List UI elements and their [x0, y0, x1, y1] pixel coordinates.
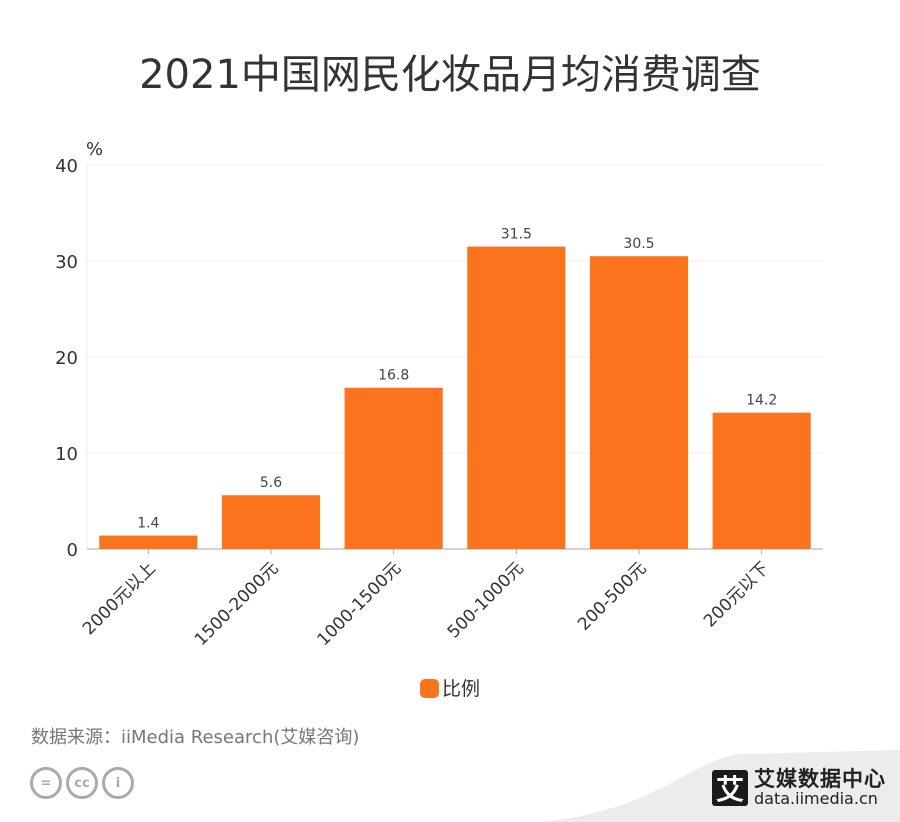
bar — [589, 256, 689, 549]
data-label: 30.5 — [623, 236, 654, 252]
brand-name: 艾媒数据中心 — [754, 767, 886, 791]
data-label: 31.5 — [501, 227, 532, 243]
cc-nd-icon: = — [30, 767, 62, 799]
license-icons: = cc i — [30, 767, 134, 799]
y-tick-label: 30 — [55, 252, 78, 273]
bar — [712, 412, 811, 549]
data-label: 5.6 — [260, 475, 282, 491]
legend-label: 比例 — [441, 678, 480, 700]
brand-url: data.iimedia.cn — [754, 789, 878, 808]
legend-swatch — [419, 679, 439, 698]
chart-title: 2021中国网民化妆品月均消费调查 — [139, 52, 761, 98]
data-label: 16.8 — [378, 368, 409, 384]
x-tick-label: 2000元以上 — [79, 558, 160, 639]
brand-logo: 艾 艾媒数据中心 data.iimedia.cn — [712, 768, 886, 807]
source-note: 数据来源：iiMedia Research(艾媒咨询) — [31, 727, 360, 748]
x-tick-label: 1000-1500元 — [314, 558, 406, 650]
data-label: 1.4 — [137, 516, 159, 532]
x-tick-label: 200元以下 — [700, 558, 773, 631]
cc-by-icon: i — [102, 767, 134, 799]
brand-logo-icon: 艾 — [712, 769, 748, 806]
x-tick-label: 200-500元 — [574, 558, 650, 634]
x-tick-label: 1500-2000元 — [191, 558, 283, 650]
bar-chart: 0 10 20 30 40% 1.4 2000元以上 5.6 1500-2000元 16.8 100… — [55, 139, 823, 650]
cc-icon: cc — [66, 767, 98, 799]
y-axis-unit: % — [86, 139, 103, 160]
bar — [467, 246, 566, 549]
bar — [221, 495, 321, 549]
bar — [344, 387, 443, 549]
y-tick-label: 40 — [55, 156, 78, 177]
bar — [99, 535, 198, 549]
y-tick-label: 10 — [55, 444, 78, 465]
x-tick-label: 500-1000元 — [444, 558, 528, 642]
y-tick-label: 0 — [67, 540, 78, 561]
legend[interactable]: 比例 — [0, 674, 900, 701]
data-label: 14.2 — [746, 393, 777, 409]
y-tick-label: 20 — [55, 348, 78, 369]
